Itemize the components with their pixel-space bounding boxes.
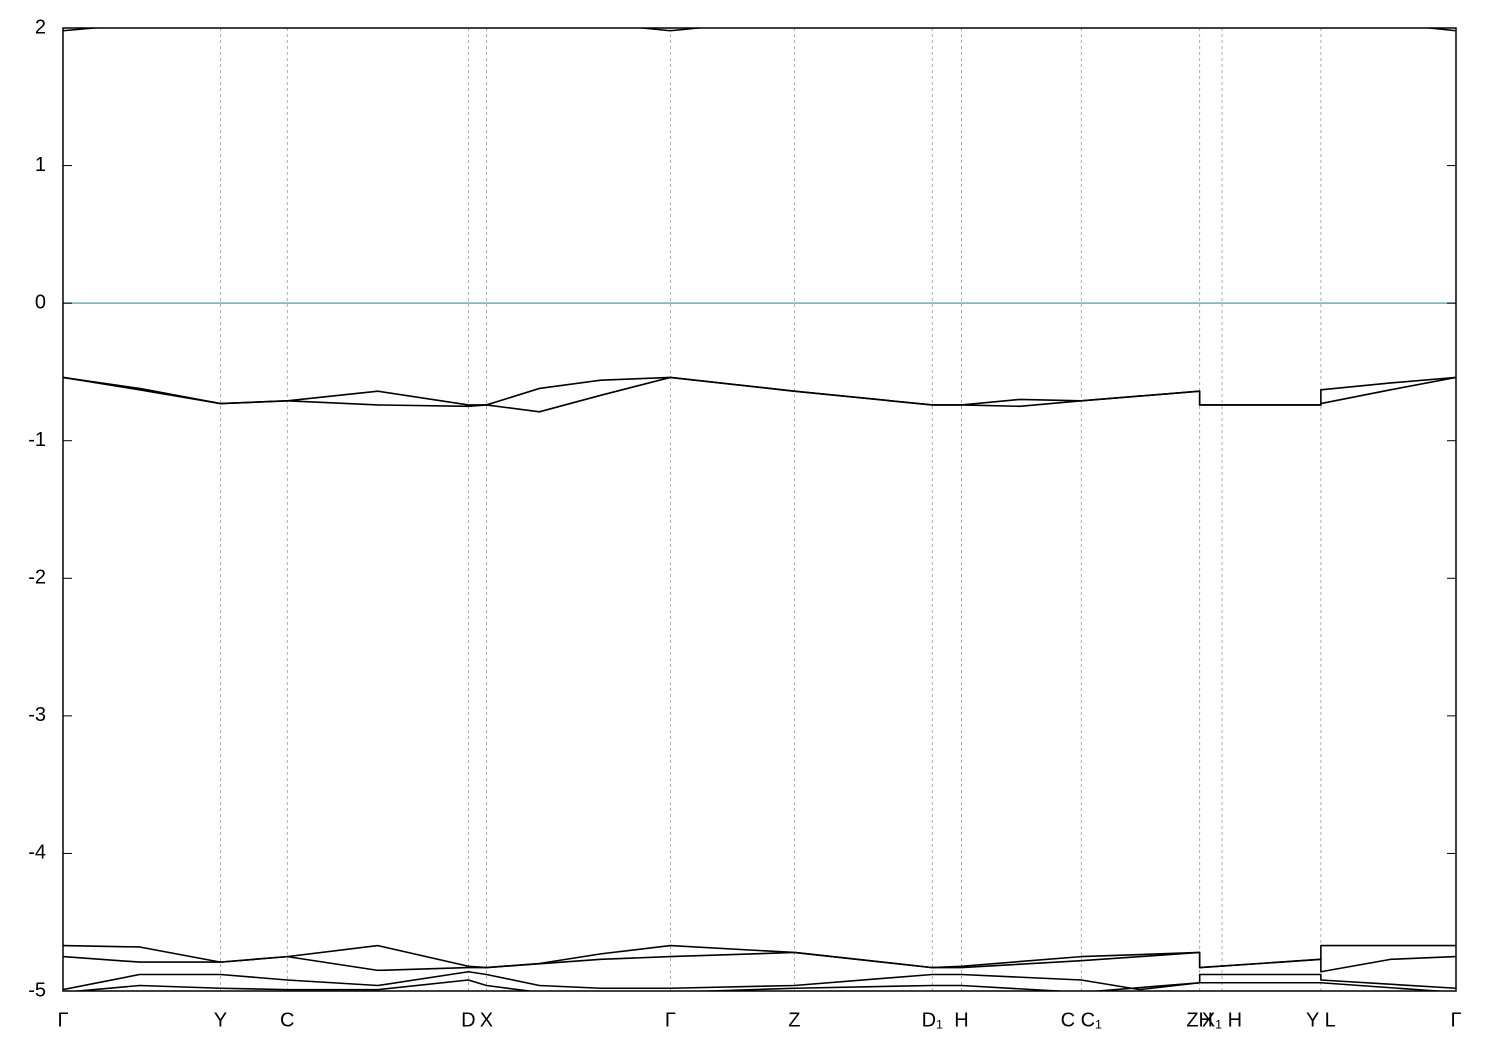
x-tick-label: D₁	[922, 1009, 943, 1031]
plot-frame	[62, 27, 1457, 992]
x-tick-label: H	[954, 1009, 968, 1031]
y-tick-label: -3	[28, 704, 46, 726]
x-tick-label: Γ	[665, 1009, 676, 1031]
x-tick-label: Γ	[1450, 1009, 1461, 1031]
y-tick-label: 0	[35, 291, 46, 313]
y-tick-label: -4	[28, 842, 46, 864]
x-tick-label: Y	[214, 1009, 227, 1031]
band-line	[63, 28, 1456, 32]
plot-area	[63, 28, 1456, 991]
band-line	[69, 979, 1448, 991]
y-tick-label: -5	[28, 979, 46, 1001]
x-tick-label: D	[461, 1009, 475, 1031]
band-line	[63, 951, 1456, 973]
band-line	[63, 970, 1456, 991]
y-tick-label: 1	[35, 154, 46, 176]
x-tick-label: X	[480, 1009, 493, 1031]
x-tick-label: ZH	[1186, 1009, 1213, 1031]
x-tick-label: C C₁	[1061, 1009, 1102, 1031]
x-tick-label: C	[280, 1009, 294, 1031]
x-tick-label: Γ	[57, 1009, 68, 1031]
band-line	[63, 376, 1456, 413]
y-tick-label: -1	[28, 429, 46, 451]
y-tick-label: -2	[28, 567, 46, 589]
x-tick-label: Z	[788, 1009, 800, 1031]
x-tick-label: X₁ H	[1202, 1009, 1242, 1031]
y-tick-label: 2	[35, 16, 46, 38]
x-tick-label: Y L	[1306, 1009, 1336, 1031]
